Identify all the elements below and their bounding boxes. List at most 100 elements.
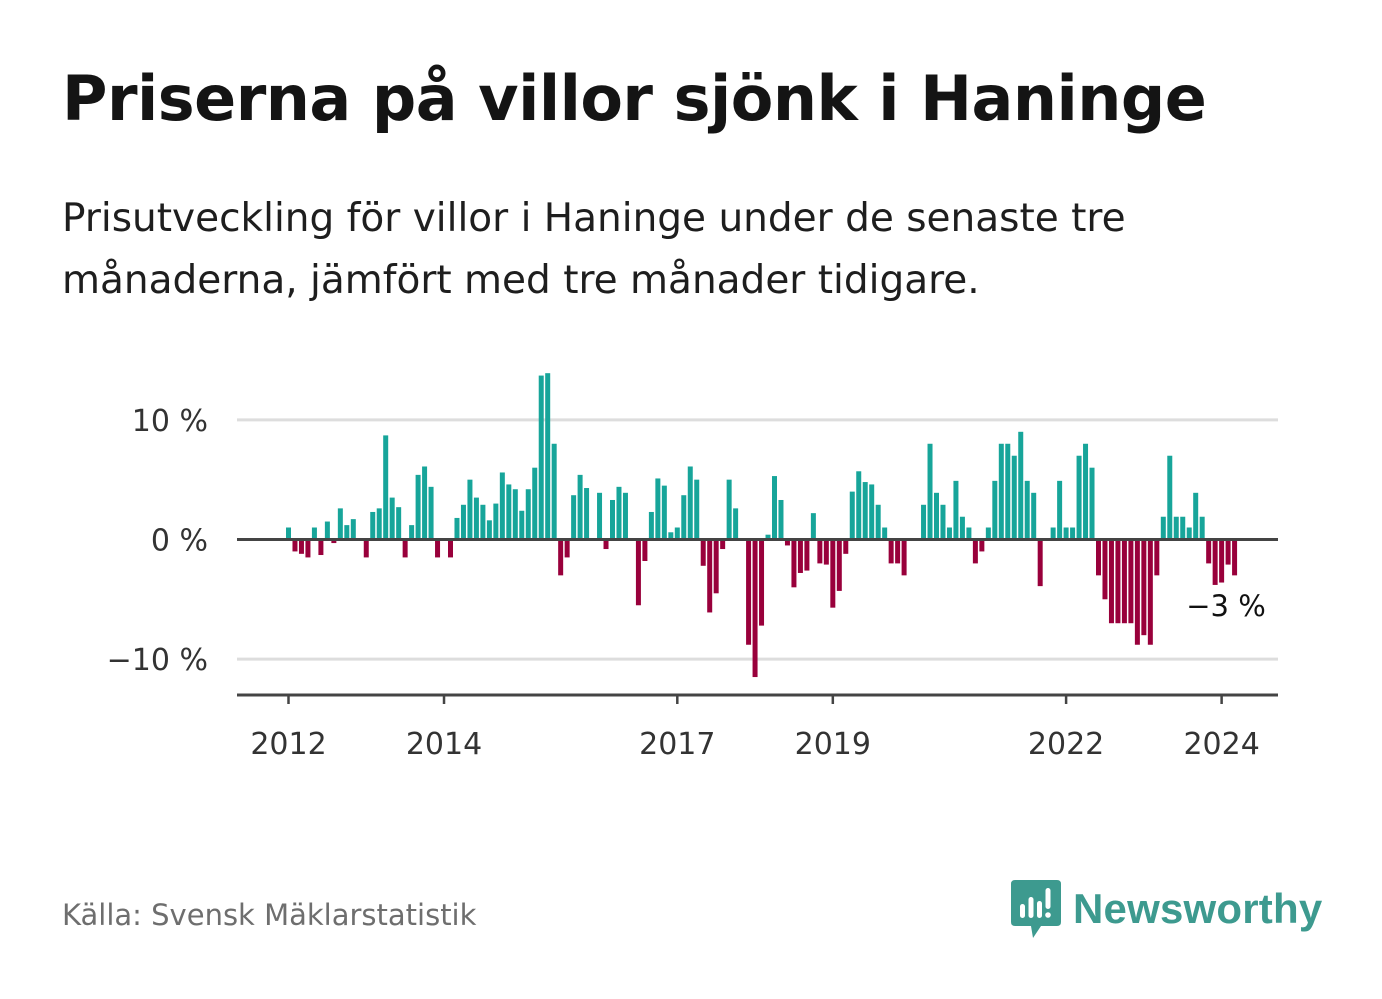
bar xyxy=(1186,527,1192,540)
bar xyxy=(525,489,531,540)
bar xyxy=(687,466,693,540)
bar xyxy=(389,497,395,540)
bar xyxy=(363,539,369,558)
bar xyxy=(499,472,505,540)
x-tick-label: 2014 xyxy=(406,727,482,762)
bar xyxy=(862,482,868,540)
x-tick-label: 2019 xyxy=(795,727,871,762)
x-axis-tick-labels: 2012 2014 2017 2019 2022 2024 xyxy=(250,695,1260,762)
bar xyxy=(1089,467,1095,540)
bar xyxy=(765,534,771,540)
source-note: Källa: Svensk Mäklarstatistik xyxy=(62,898,477,932)
bar xyxy=(460,504,466,540)
bar xyxy=(1050,527,1056,540)
bar xyxy=(1134,539,1140,645)
bar xyxy=(784,539,790,546)
bar xyxy=(752,539,758,678)
x-tick-label: 2017 xyxy=(639,727,715,762)
bar xyxy=(376,508,382,540)
bar xyxy=(298,539,304,554)
bar xyxy=(661,485,667,540)
bar xyxy=(506,484,512,540)
bar xyxy=(532,467,538,540)
bar xyxy=(1037,539,1043,587)
bar xyxy=(1076,455,1082,540)
bar xyxy=(402,539,408,558)
bar xyxy=(519,510,525,540)
bar xyxy=(810,513,816,540)
bar xyxy=(998,443,1004,540)
bar xyxy=(674,527,680,540)
bar xyxy=(681,495,687,540)
bar xyxy=(1018,431,1024,540)
bar xyxy=(642,539,648,561)
bar xyxy=(713,539,719,594)
bar xyxy=(350,519,356,540)
bar xyxy=(953,480,959,540)
bar xyxy=(1031,492,1037,540)
bar xyxy=(1232,539,1238,576)
bar xyxy=(648,511,654,540)
bar xyxy=(318,539,324,556)
bar xyxy=(966,527,972,540)
bars xyxy=(286,373,1238,678)
bar xyxy=(409,525,415,540)
bar xyxy=(422,466,428,540)
bar xyxy=(331,539,337,544)
bar xyxy=(694,479,700,540)
bar xyxy=(1083,443,1089,540)
x-tick-label: 2024 xyxy=(1183,727,1259,762)
bar xyxy=(486,520,492,540)
bar xyxy=(577,474,583,540)
bar xyxy=(305,539,311,558)
bar xyxy=(901,539,907,576)
bar xyxy=(1115,539,1121,624)
newsworthy-logo: Newsworthy xyxy=(1011,880,1322,938)
y-axis-tick-labels: 10 % 0 % −10 % xyxy=(107,404,208,678)
bar xyxy=(603,539,609,550)
bar xyxy=(888,539,894,564)
newsworthy-logo-icon xyxy=(1011,880,1061,938)
bar xyxy=(1024,480,1030,540)
bar xyxy=(700,539,706,566)
bar xyxy=(1219,539,1225,583)
bar xyxy=(454,517,460,540)
chart-subtitle: Prisutveckling för villor i Haninge unde… xyxy=(62,196,1126,303)
y-tick-label: 0 % xyxy=(151,523,208,558)
bar xyxy=(622,492,628,540)
bar xyxy=(927,443,933,540)
bar xyxy=(551,443,557,540)
bar xyxy=(1141,539,1147,636)
bar xyxy=(435,539,441,558)
bar xyxy=(668,532,674,540)
bar xyxy=(545,373,551,540)
bar xyxy=(1193,492,1199,540)
bar xyxy=(558,539,564,576)
bar xyxy=(830,539,836,608)
bar xyxy=(635,539,641,606)
bar xyxy=(1154,539,1160,576)
bar xyxy=(597,492,603,540)
bar xyxy=(772,476,777,540)
bar xyxy=(480,504,486,540)
bar xyxy=(337,508,343,540)
bar xyxy=(383,435,389,540)
bar xyxy=(1199,516,1205,540)
bar xyxy=(610,499,615,540)
x-tick-label: 2022 xyxy=(1028,727,1104,762)
bar xyxy=(493,503,499,540)
bar xyxy=(1005,443,1011,540)
bar xyxy=(467,479,473,540)
bar xyxy=(985,527,991,540)
y-tick-label: 10 % xyxy=(132,404,208,439)
bar xyxy=(473,497,479,540)
bar xyxy=(940,504,946,540)
bar xyxy=(1128,539,1134,624)
bar xyxy=(1147,539,1153,645)
bar xyxy=(707,539,713,613)
bar xyxy=(797,539,803,573)
bar xyxy=(1167,455,1173,540)
bar xyxy=(448,539,453,558)
bar xyxy=(370,511,376,540)
bar xyxy=(1121,539,1127,624)
